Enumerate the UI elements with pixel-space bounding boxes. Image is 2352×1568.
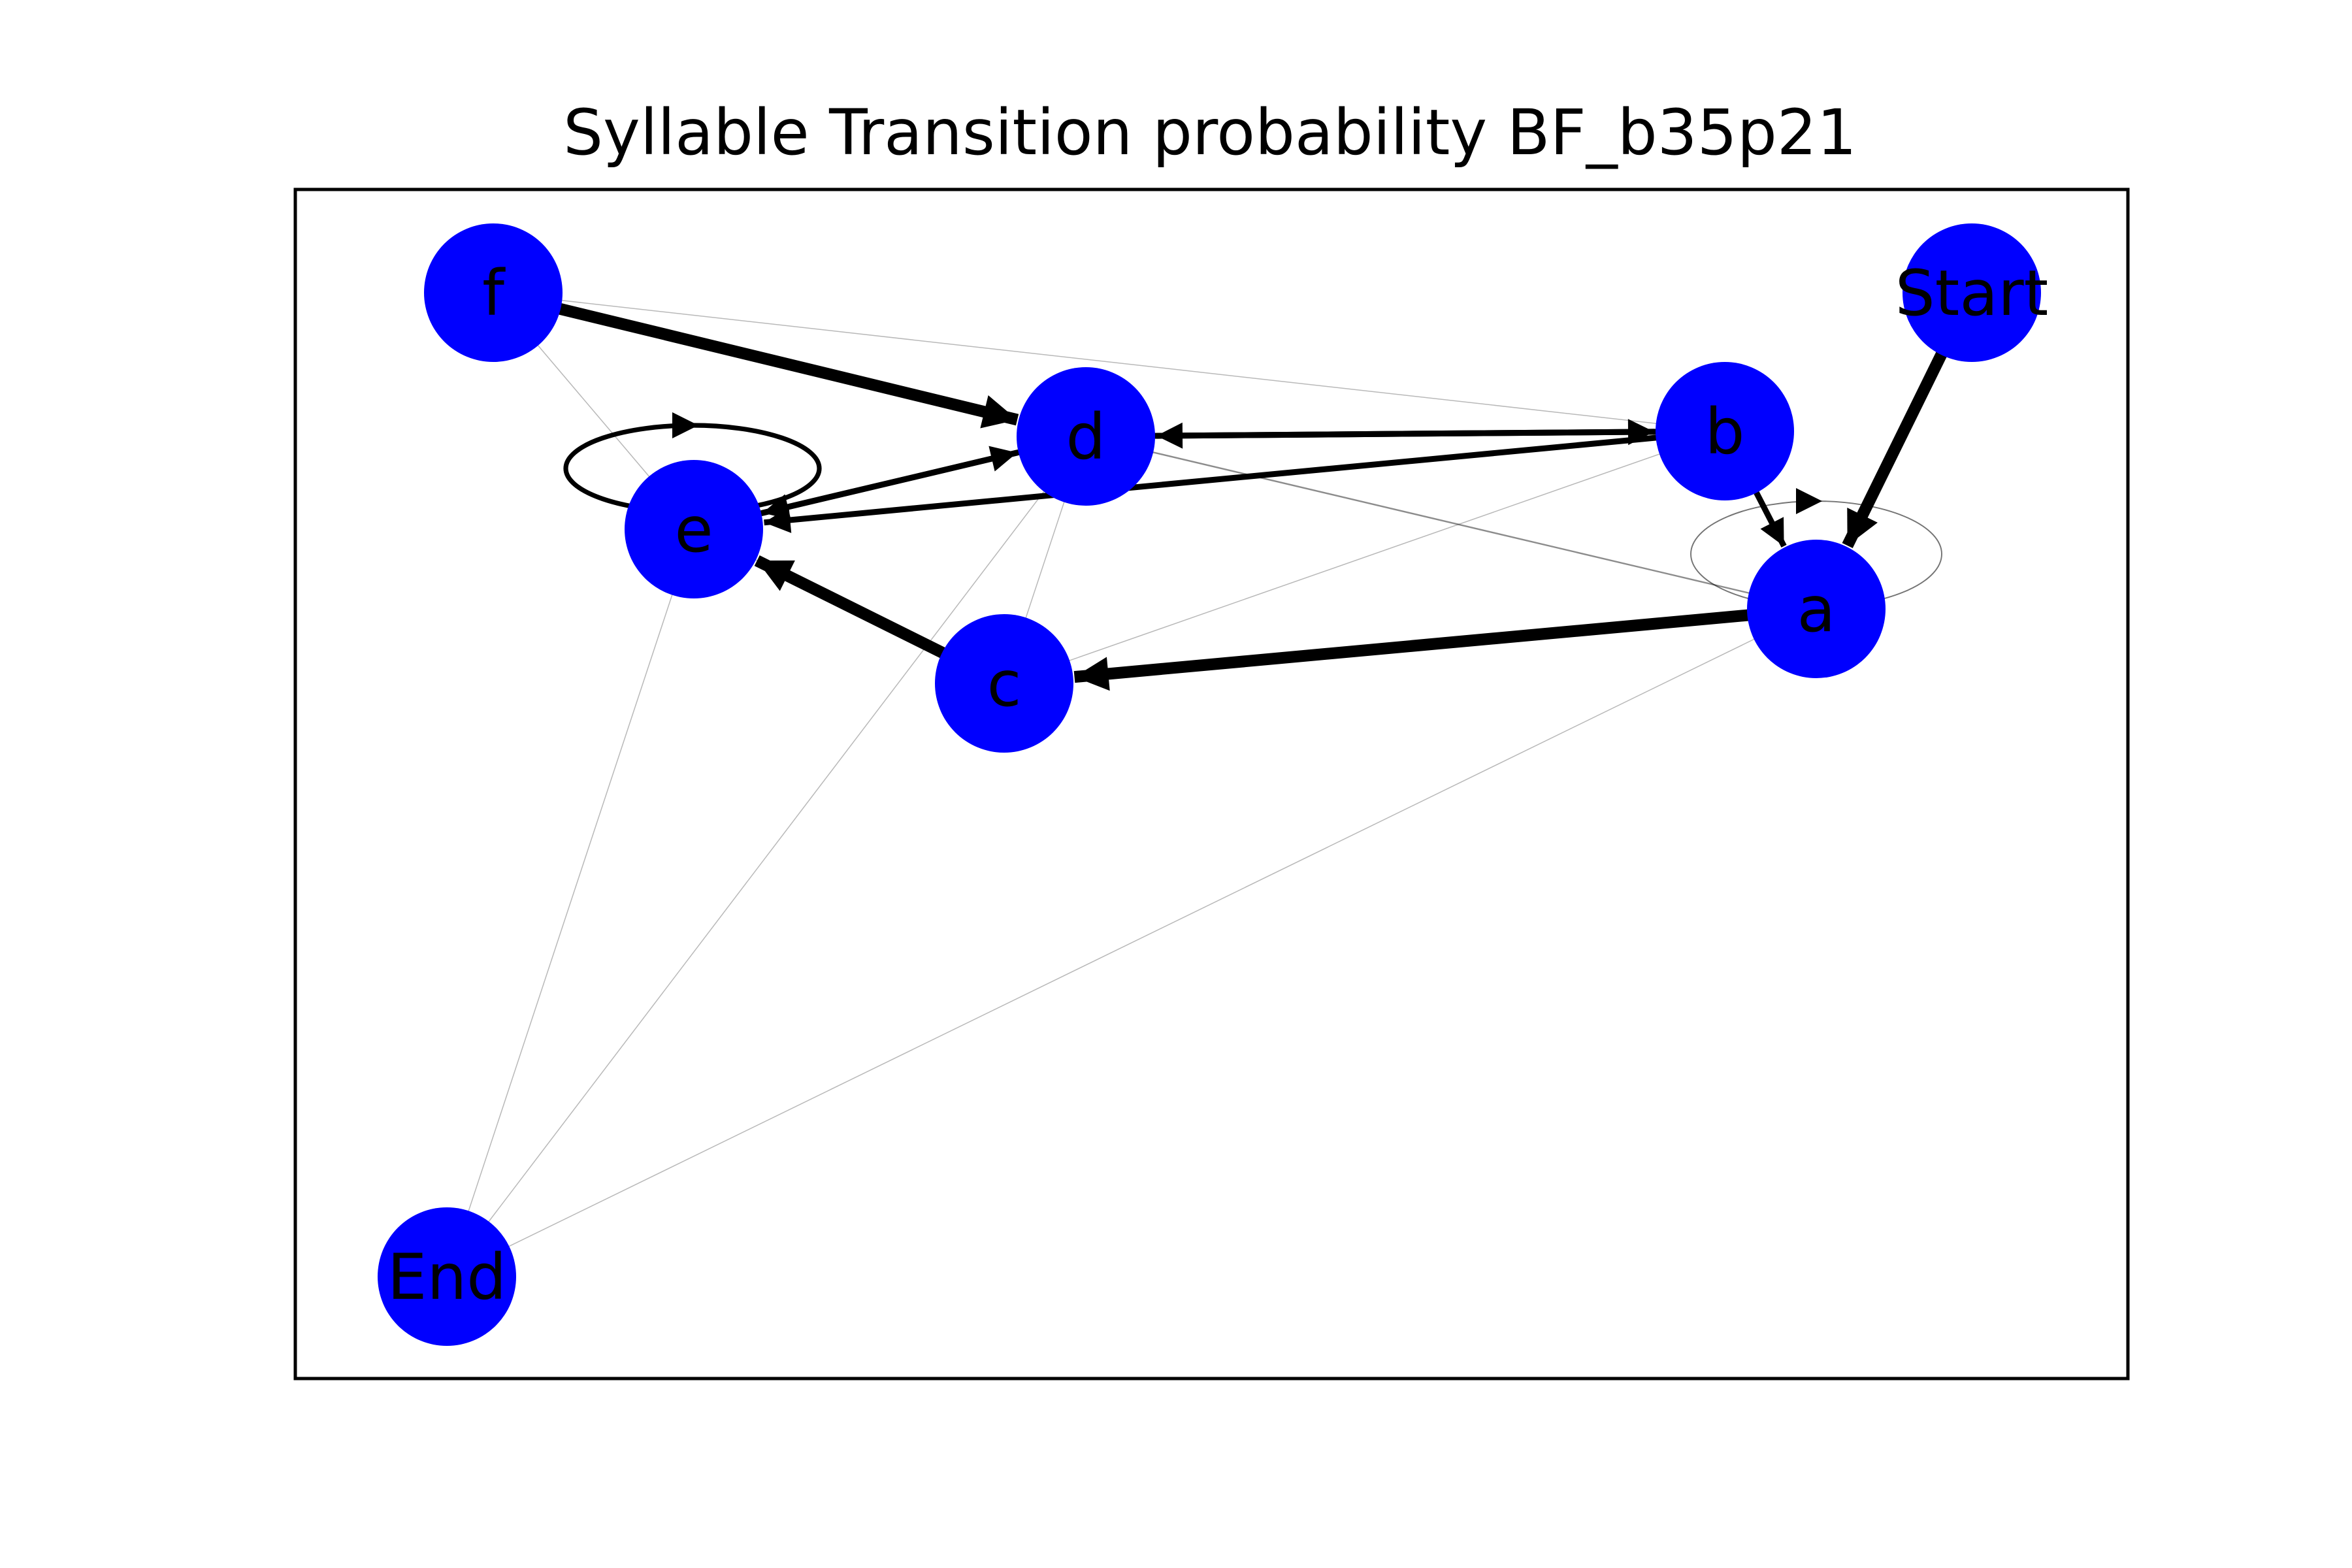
node-label-a: a bbox=[1797, 573, 1836, 646]
node-label-end: End bbox=[387, 1241, 506, 1314]
node-label-d: d bbox=[1066, 400, 1106, 474]
node-b bbox=[1656, 362, 1794, 500]
node-label-f: f bbox=[482, 257, 506, 330]
node-f bbox=[424, 223, 563, 362]
nodes-layer: f Start d b e a c End bbox=[378, 223, 2048, 1346]
node-c bbox=[935, 614, 1073, 753]
node-label-c: c bbox=[987, 647, 1022, 721]
edge-b-to-e-arrowhead bbox=[764, 507, 792, 533]
node-label-start: Start bbox=[1895, 257, 2049, 330]
edge-start-to-a-arrowhead bbox=[1847, 507, 1878, 546]
edge-a-to-a-arrowhead bbox=[1796, 488, 1822, 514]
edge-b-to-e bbox=[764, 428, 1725, 526]
edge-a-to-end bbox=[446, 608, 1817, 1277]
edge-f-to-d bbox=[491, 287, 1019, 426]
edge-d-to-a bbox=[1085, 435, 1817, 610]
node-label-e: e bbox=[674, 493, 713, 566]
node-d bbox=[1017, 367, 1155, 506]
edge-c-to-e-arrowhead bbox=[757, 560, 795, 591]
node-start bbox=[1903, 223, 2041, 362]
edge-f-to-d-arrowhead bbox=[980, 395, 1018, 429]
edge-d-to-b bbox=[1085, 429, 1655, 440]
diagram-title: Syllable Transition probability BF_b35p2… bbox=[563, 96, 1857, 169]
edge-d-to-end bbox=[446, 436, 1086, 1277]
edge-e-to-end bbox=[446, 529, 694, 1277]
edge-a-to-c bbox=[1073, 603, 1817, 683]
node-end bbox=[378, 1207, 516, 1346]
edge-b-to-c bbox=[1004, 431, 1725, 684]
node-label-b: b bbox=[1705, 395, 1745, 468]
plot-frame bbox=[293, 188, 2130, 1380]
node-a bbox=[1747, 540, 1886, 678]
edge-e-to-e-arrowhead bbox=[672, 412, 698, 438]
edge-b-to-a-arrowhead bbox=[1760, 517, 1784, 546]
node-e bbox=[625, 460, 763, 598]
edge-a-to-c-arrowhead bbox=[1074, 657, 1110, 691]
edge-f-to-b bbox=[493, 292, 1725, 432]
